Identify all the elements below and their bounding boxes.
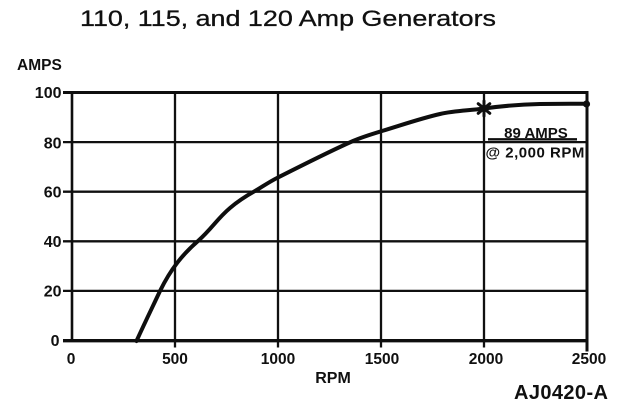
svg-text:0: 0 — [67, 351, 76, 368]
svg-text:20: 20 — [44, 283, 62, 300]
svg-text:500: 500 — [162, 351, 188, 368]
svg-text:2500: 2500 — [572, 351, 606, 368]
svg-text:AJ0420-A: AJ0420-A — [514, 382, 608, 404]
svg-text:2000: 2000 — [469, 351, 503, 368]
svg-text:60: 60 — [44, 184, 62, 201]
svg-text:1500: 1500 — [365, 351, 399, 368]
svg-text:40: 40 — [44, 234, 62, 251]
svg-text:AMPS: AMPS — [17, 57, 62, 74]
svg-text:110, 115, and 120 Amp Generato: 110, 115, and 120 Amp Generators — [80, 6, 496, 31]
svg-text:100: 100 — [35, 85, 62, 102]
svg-text:89 AMPS: 89 AMPS — [504, 125, 568, 142]
svg-text:RPM: RPM — [315, 370, 351, 387]
svg-text:80: 80 — [44, 135, 62, 152]
svg-text:0: 0 — [51, 333, 60, 350]
svg-text:@ 2,000 RPM: @ 2,000 RPM — [486, 145, 585, 162]
svg-text:1000: 1000 — [261, 351, 295, 368]
